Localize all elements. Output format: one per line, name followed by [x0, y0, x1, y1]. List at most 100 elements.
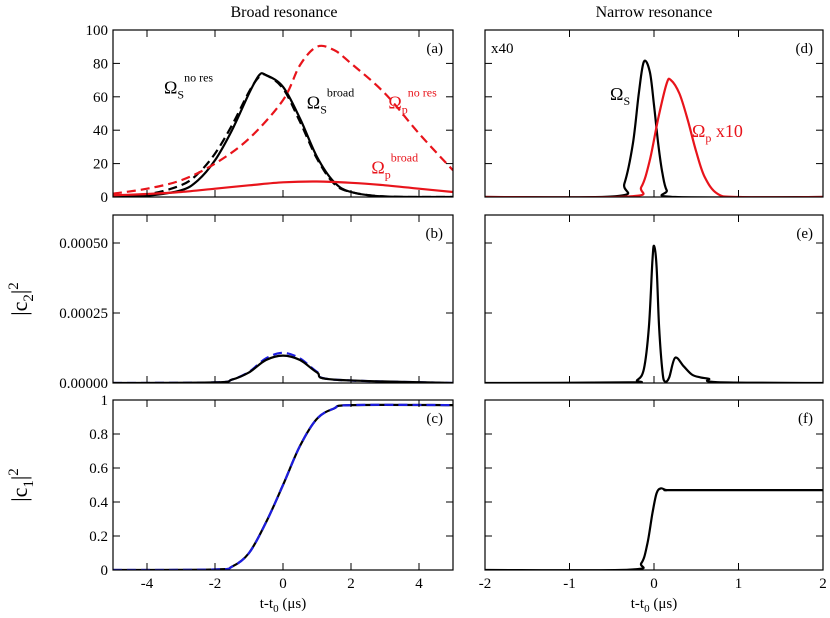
panel-b-series: [113, 351, 453, 383]
series-label-d-0: ΩS: [610, 84, 630, 108]
x-tick-label-f-1: -1: [563, 576, 576, 592]
series-label-symbol: Ω: [388, 92, 401, 112]
y-tick-label-c-4: 0.8: [89, 427, 108, 443]
series-label-sub: p: [402, 102, 408, 116]
y-tick-label-c-0: 0: [101, 563, 109, 579]
panel-a-series: [113, 44, 453, 197]
panel-label-f: (f): [798, 411, 813, 427]
series-line-a-3: [113, 180, 453, 197]
series-label-symbol: Ω: [692, 121, 705, 141]
x-tick-label-c-2: 0: [279, 576, 287, 592]
panel-a-ticks: [113, 29, 453, 198]
series-label-sub: p: [385, 168, 391, 182]
panel-f-ticks: [484, 399, 824, 571]
column-title-right: Narrow resonance: [596, 4, 713, 21]
panel-c: 00.20.40.60.81-4 -2 0 2 4t-t0 (μs)|c1|2(c): [6, 393, 454, 615]
x-tick-label-c-0: -4: [141, 576, 154, 592]
y-tick-label-b-0: 0.00000: [59, 376, 108, 392]
x-axis-label-c: t-t0 (μs): [260, 596, 306, 615]
series-line-d-0: [485, 59, 823, 197]
x-tick-label-c-3: 2: [347, 576, 355, 592]
y-axis-label-sup: 2: [6, 282, 22, 290]
panel-e-ticks: [484, 215, 824, 384]
series-line-d-1: [485, 77, 823, 197]
y-tick-label-a-2: 40: [93, 123, 108, 139]
y-axis-label-bar: |: [7, 290, 32, 294]
x-tick-label-f-2: 0: [650, 576, 658, 592]
panel-c-series: [113, 403, 453, 570]
series-label-symbol: Ω: [164, 77, 177, 97]
series-label-tail: x10: [711, 121, 743, 141]
y-axis-label-bar: |: [7, 476, 32, 480]
panel-c-ticks: [113, 399, 453, 571]
series-label-symbol: Ω: [610, 84, 623, 104]
y-axis-label-sup: 2: [6, 468, 22, 476]
panel-label-b: (b): [426, 226, 444, 242]
panel-label-d: (d): [796, 41, 814, 57]
panel-f-frame: [484, 399, 824, 571]
x-axis-label-part: t-t: [260, 596, 274, 612]
y-axis-label-part: |c: [7, 487, 32, 501]
panel-f: -2 -1 0 1 2 t-t0 (μs) (f): [479, 399, 827, 615]
y-tick-label-b-2: 0.00050: [59, 236, 108, 252]
panel-d-series: [485, 59, 823, 197]
y-axis-label-sub: 2: [21, 294, 37, 302]
y-tick-label-c-1: 0.2: [89, 529, 108, 545]
panel-f-series: [485, 487, 823, 570]
panel-label-e: (e): [796, 226, 813, 242]
series-label-sub: S: [177, 87, 184, 101]
panel-e-series: [485, 244, 823, 383]
x-tick-label-c-1: -2: [209, 576, 222, 592]
series-label-sup: broad: [391, 151, 418, 165]
y-axis-label-c: |c1|2: [6, 468, 37, 502]
series-label-sub: p: [705, 131, 711, 145]
x-tick-label-c-4: 4: [415, 576, 423, 592]
series-line-f-0: [485, 487, 823, 570]
y-axis-label-part: |c: [7, 301, 32, 315]
x-axis-label-sub: 0: [644, 603, 650, 615]
series-line-c-1: [113, 403, 453, 570]
x-tick-label-f-3: 1: [735, 576, 743, 592]
series-label-symbol: Ω: [371, 158, 384, 178]
series-line-a-1: [113, 72, 453, 197]
series-label-a-1: ΩSbroad: [307, 85, 354, 116]
x-tick-label-f-4: 2: [819, 576, 827, 592]
y-tick-label-a-5: 100: [86, 23, 109, 39]
series-label-d-1: Ωp x10: [692, 121, 743, 145]
column-title-left: Broad resonance: [230, 4, 337, 21]
panel-b-ticks: [113, 215, 453, 384]
y-axis-label-b: |c2|2: [6, 282, 37, 316]
panel-b-frame: [112, 214, 454, 384]
panel-label-a: (a): [426, 41, 443, 57]
panel-e-frame: [484, 214, 824, 384]
series-label-sup: no res: [184, 70, 213, 84]
series-label-sup: no res: [408, 85, 437, 99]
y-tick-label-a-3: 60: [93, 90, 108, 106]
y-tick-label-c-3: 0.6: [89, 461, 108, 477]
y-tick-label-c-2: 0.4: [89, 495, 108, 511]
y-tick-label-b-1: 0.00025: [59, 306, 108, 322]
series-line-b-1: [113, 354, 453, 383]
series-label-sub: S: [623, 94, 630, 108]
x-tick-label-f-0: -2: [479, 576, 492, 592]
series-label-sub: S: [320, 102, 327, 116]
y-tick-label-a-1: 20: [93, 157, 108, 173]
x-axis-label-sub: 0: [273, 603, 279, 615]
panel-label-c: (c): [426, 411, 443, 427]
x-axis-label-f: t-t0 (μs): [631, 596, 677, 615]
series-line-a-2: [113, 44, 453, 195]
x-axis-label-rest: (μs): [279, 596, 307, 612]
x-axis-label-rest: (μs): [650, 596, 678, 612]
y-tick-label-c-5: 1: [101, 393, 109, 409]
y-tick-label-a-0: 0: [101, 190, 109, 206]
series-line-e-0: [485, 244, 823, 383]
y-tick-label-a-4: 80: [93, 56, 108, 72]
series-label-a-2: Ωpno res: [388, 85, 437, 116]
panel-e: (e): [484, 214, 824, 384]
panel-note-d: x40: [491, 41, 514, 57]
y-axis-label-sub: 1: [21, 480, 37, 488]
series-label-a-3: Ωpbroad: [371, 151, 418, 182]
